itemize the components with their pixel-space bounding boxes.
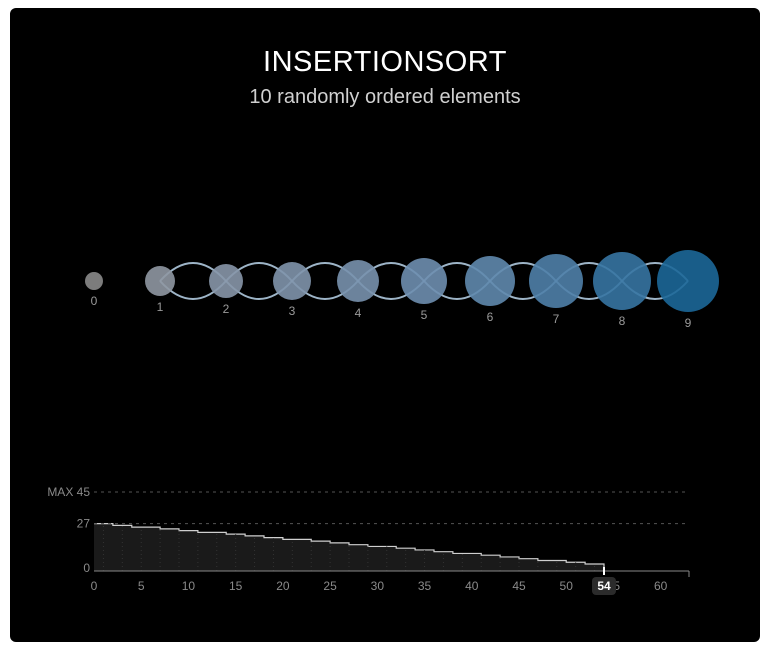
element-index-label: 2 <box>223 302 230 316</box>
chart-area-group <box>94 523 605 571</box>
chart-grid-group <box>102 523 596 571</box>
element-circle <box>465 256 515 306</box>
x-tick-label: 10 <box>182 579 196 593</box>
element-circle <box>85 272 103 290</box>
element-index-label: 5 <box>421 308 428 322</box>
element-index-label: 7 <box>553 312 560 326</box>
element-circle <box>529 254 583 308</box>
y-max-label: MAX 45 <box>47 485 90 499</box>
element-circle <box>593 252 651 310</box>
y-start-label: 27 <box>77 517 91 531</box>
progress-chart: MAX 45 27 0 051015202530354045505560 54 <box>47 485 690 595</box>
element-index-label: 0 <box>91 294 98 308</box>
element-index-label: 3 <box>289 304 296 318</box>
element-index-label: 1 <box>157 300 164 314</box>
element-index-label: 9 <box>685 316 692 330</box>
element-circle <box>145 266 175 296</box>
element-index-label: 6 <box>487 310 494 324</box>
x-tick-label: 5 <box>138 579 145 593</box>
element-circle <box>209 264 243 298</box>
element-circle <box>401 258 447 304</box>
area-fill <box>94 523 604 571</box>
area-line <box>94 523 605 571</box>
element-circle <box>337 260 379 302</box>
y-zero-label: 0 <box>83 561 90 575</box>
element-index-label: 4 <box>355 306 362 320</box>
element-index-label: 8 <box>619 314 626 328</box>
current-step-badge <box>592 577 616 595</box>
x-tick-label: 50 <box>560 579 574 593</box>
x-tick-label: 20 <box>276 579 290 593</box>
x-tick-label: 25 <box>323 579 337 593</box>
x-tick-label: 35 <box>418 579 432 593</box>
x-tick-label: 45 <box>512 579 526 593</box>
element-circle <box>657 250 719 312</box>
current-step-marker: 54 <box>592 567 616 595</box>
x-tick-label: 15 <box>229 579 243 593</box>
page-subtitle: 10 randomly ordered elements <box>249 86 521 108</box>
x-tick-label: 30 <box>371 579 385 593</box>
element-circle <box>273 262 311 300</box>
x-tick-label: 0 <box>91 579 98 593</box>
visualization-panel: INSERTIONSORT 10 randomly ordered elemen… <box>10 8 760 642</box>
x-tick-label: 60 <box>654 579 668 593</box>
elements-row: 0 1 2 3 4 5 6 7 8 9 <box>85 250 719 330</box>
current-step-label: 54 <box>597 579 611 593</box>
x-tick-label: 40 <box>465 579 479 593</box>
page-title: INSERTIONSORT <box>263 46 507 78</box>
